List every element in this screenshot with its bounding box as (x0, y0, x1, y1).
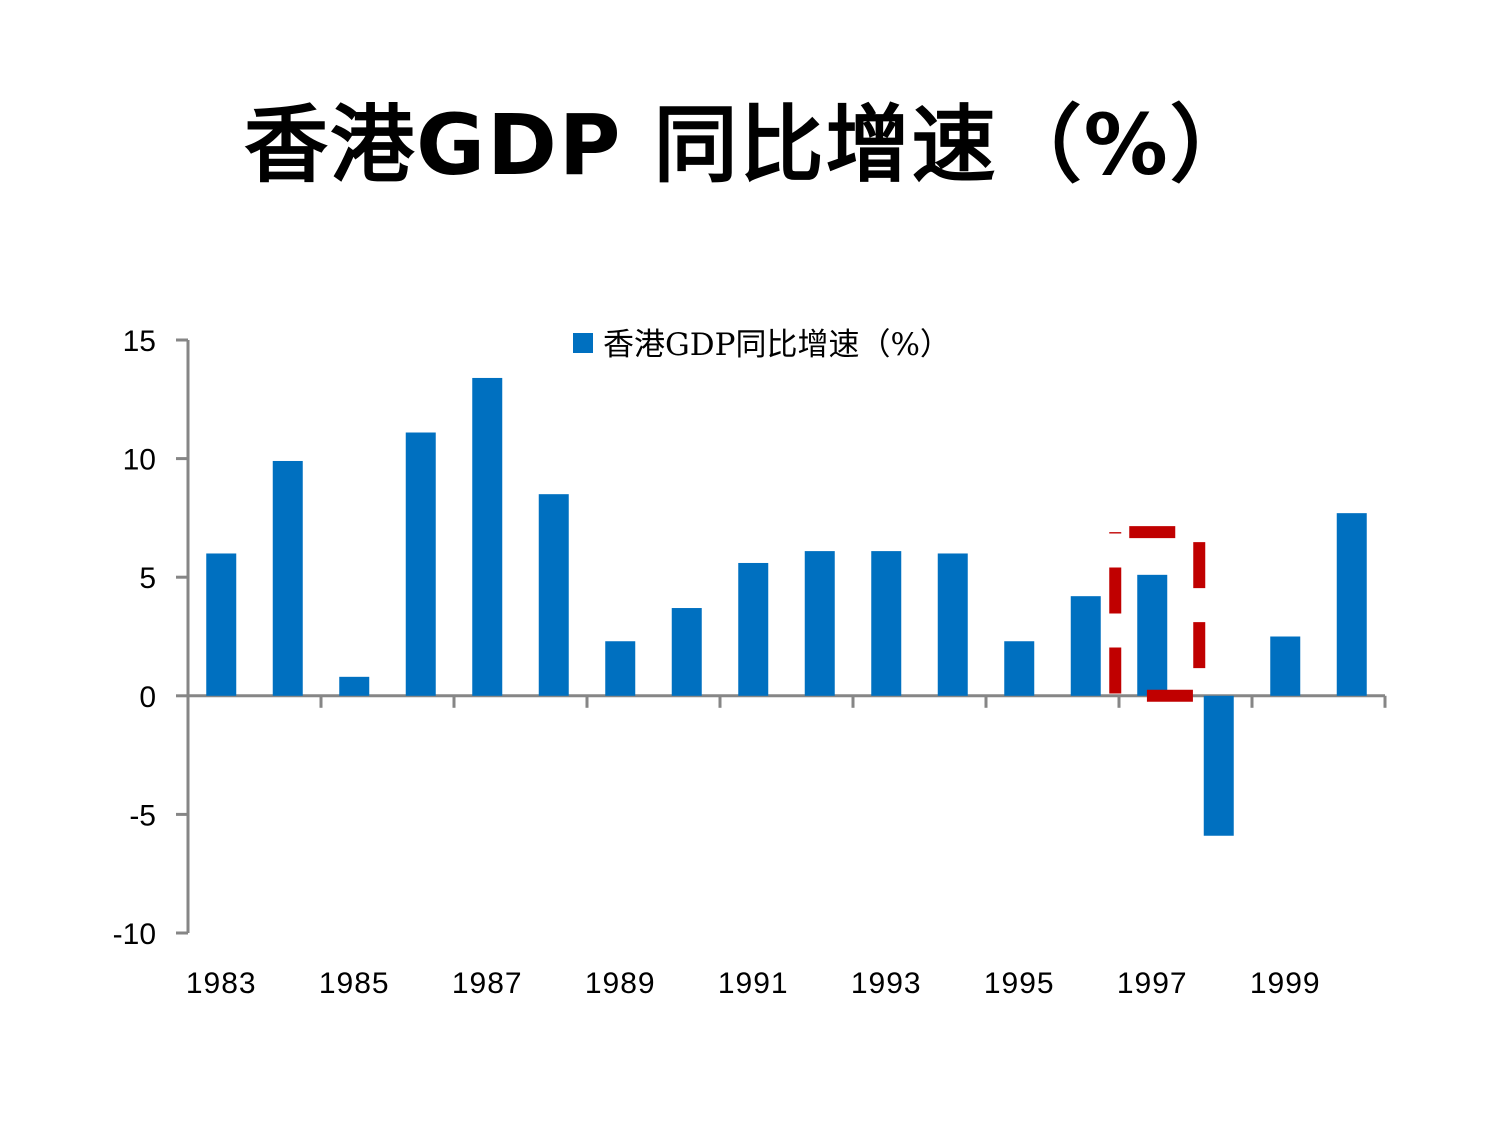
bar-1994 (937, 553, 968, 696)
chart-legend: 香港GDP同比增速（%） (573, 327, 951, 363)
x-tick-label: 1997 (1117, 967, 1188, 1000)
bar-1990 (671, 608, 702, 696)
x-tick-label: 1993 (851, 967, 922, 1000)
x-tick-label: 1991 (718, 967, 789, 1000)
bar-1985 (339, 676, 370, 696)
y-tick-label: 0 (139, 681, 156, 714)
y-tick-label: -10 (113, 918, 156, 951)
bar-1984 (272, 460, 303, 696)
bar-1988 (538, 494, 569, 696)
bar-1999 (1270, 636, 1301, 696)
x-tick-label: 1995 (984, 967, 1055, 1000)
bar-1987 (472, 377, 503, 696)
bar-1997 (1137, 574, 1168, 696)
x-tick-label: 1983 (186, 967, 257, 1000)
chart-bars (206, 377, 1367, 836)
slide-title: 香港GDP 同比增速（%） (244, 96, 1256, 194)
x-tick-label: 1989 (585, 967, 656, 1000)
y-tick-label: -5 (129, 799, 156, 832)
bar-1989 (605, 641, 636, 696)
x-tick-label: 1985 (319, 967, 390, 1000)
y-tick-label: 15 (123, 325, 156, 358)
bar-1993 (871, 551, 902, 696)
bar-1996 (1070, 596, 1101, 696)
x-tick-label: 1999 (1250, 967, 1321, 1000)
bar-1995 (1004, 641, 1035, 696)
y-tick-label: 10 (123, 444, 156, 477)
x-tick-label: 1987 (452, 967, 523, 1000)
legend-label: 香港GDP同比增速（%） (603, 327, 951, 363)
legend-swatch (573, 333, 593, 353)
highlight-dashed-box (1109, 526, 1206, 702)
y-tick-label: 5 (139, 562, 156, 595)
bar-1983 (206, 553, 237, 696)
bar-1986 (405, 432, 436, 696)
bar-2000 (1336, 513, 1367, 696)
bar-1992 (804, 551, 835, 696)
bar-1998 (1203, 695, 1234, 836)
bar-1991 (738, 562, 769, 696)
highlight-group (1109, 526, 1206, 702)
